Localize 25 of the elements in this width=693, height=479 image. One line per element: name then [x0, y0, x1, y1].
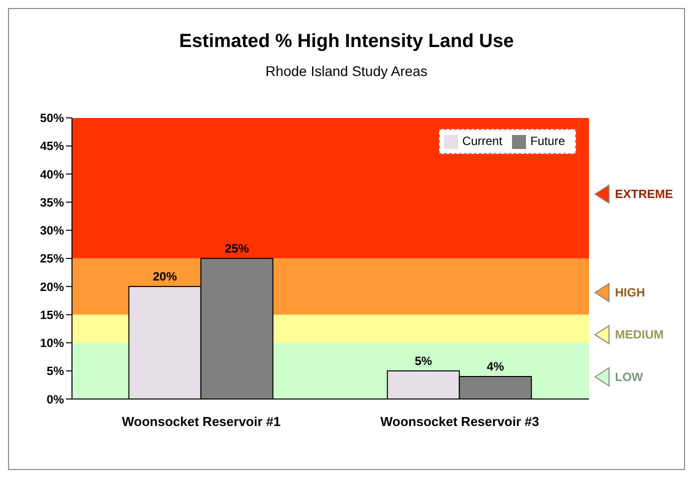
y-tick-label: 15% [40, 308, 64, 322]
data-label: 20% [152, 270, 178, 284]
y-tick-label: 30% [40, 224, 64, 238]
band-label: LOW [615, 370, 644, 384]
y-tick-label: 5% [46, 364, 64, 378]
data-label: 5% [414, 354, 432, 368]
y-tick-label: 35% [40, 195, 64, 210]
y-tick-label: 45% [40, 139, 64, 154]
y-tick-label: 20% [40, 280, 64, 294]
y-tick-label: 40% [40, 167, 64, 182]
chart-subtitle: Rhode Island Study Areas [264, 63, 428, 79]
legend-label: Future [530, 134, 565, 148]
data-label: 25% [224, 241, 250, 256]
y-tick-label: 0% [46, 392, 64, 406]
x-tick-label: Woonsocket Reservoir #1 [122, 414, 281, 430]
band-label: MEDIUM [615, 328, 664, 342]
data-label: 4% [486, 360, 504, 374]
band-label: EXTREME [615, 187, 674, 202]
y-tick-label: 25% [40, 252, 64, 266]
x-tick-label: Woonsocket Reservoir #3 [380, 414, 540, 430]
chart-title: Estimated % High Intensity Land Use [178, 31, 515, 53]
band-label: HIGH [615, 286, 645, 300]
legend-label: Current [462, 134, 502, 148]
y-tick-label: 50% [40, 111, 64, 126]
y-tick-label: 10% [40, 336, 64, 350]
